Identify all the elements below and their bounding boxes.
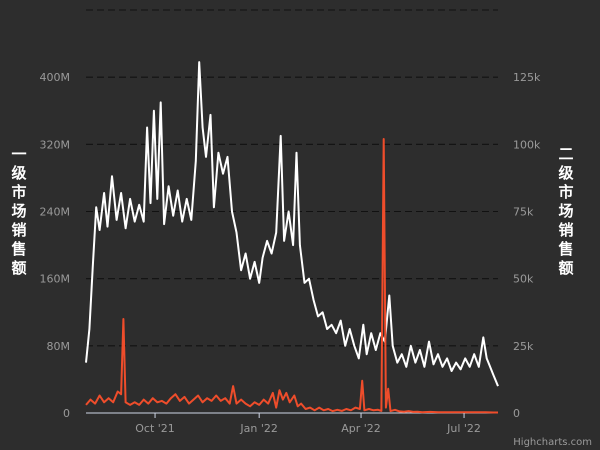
x-tick-label: Jan '22 bbox=[239, 422, 277, 435]
credits-link[interactable]: Highcharts.com bbox=[513, 437, 592, 448]
series-line-primary-market bbox=[85, 61, 499, 387]
y-left-tick-label: 320M bbox=[40, 138, 71, 151]
y-right-tick-label: 125k bbox=[513, 71, 541, 84]
series-group bbox=[85, 61, 499, 414]
y-left-tick-label: 80M bbox=[47, 340, 71, 353]
x-tick-label: Apr '22 bbox=[341, 422, 381, 435]
series-line-secondary-market bbox=[85, 138, 498, 414]
grid-lines bbox=[86, 9, 498, 414]
y-right-tick-label: 100k bbox=[513, 138, 541, 151]
y-left-tick-label: 240M bbox=[40, 206, 71, 219]
y-right-tick-label: 75k bbox=[513, 206, 534, 219]
y-left-tick-label: 160M bbox=[40, 273, 71, 286]
y-right-axis-title: 二级市场销售额 bbox=[558, 145, 574, 277]
y-left-tick-label: 400M bbox=[40, 71, 71, 84]
y-right-tick-label: 50k bbox=[513, 273, 534, 286]
x-tick-label: Oct '21 bbox=[135, 422, 175, 435]
y-right-axis-ticks: 0 25k 50k 75k 100k 125k bbox=[513, 71, 541, 420]
y-right-tick-label: 25k bbox=[513, 340, 534, 353]
x-axis-ticks: Oct '21 Jan '22 Apr '22 Jul '22 bbox=[135, 413, 481, 435]
y-left-tick-label: 0 bbox=[63, 407, 70, 420]
x-tick-label: Jul '22 bbox=[446, 422, 481, 435]
y-right-tick-label: 0 bbox=[513, 407, 520, 420]
y-left-axis-ticks: 0 80M 160M 240M 320M 400M bbox=[40, 71, 71, 420]
y-left-axis-title: 一级市场销售额 bbox=[11, 145, 27, 277]
